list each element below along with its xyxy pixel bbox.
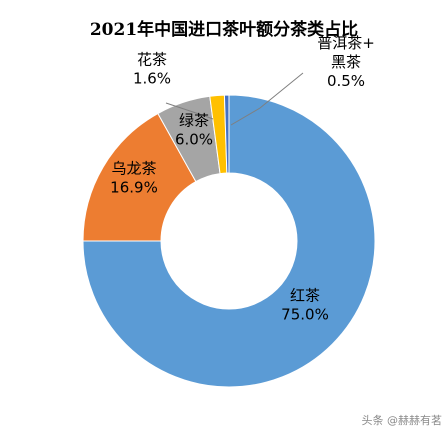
slice-label-普洱茶-黑茶: 普洱茶+黑茶 0.5%: [317, 34, 375, 90]
slice-label-花茶: 花茶 1.6%: [133, 51, 171, 88]
slice-红茶: [82, 94, 376, 388]
chart-title: 2021年中国进口茶叶额分茶类占比: [90, 19, 358, 40]
slice-label-红茶: 红茶 75.0%: [281, 287, 329, 324]
slice-普洱茶-黑茶: [223, 94, 230, 174]
slice-label-乌龙茶: 乌龙茶 16.9%: [110, 160, 158, 197]
slice-label-绿茶: 绿茶 6.0%: [175, 112, 213, 149]
leader-line-花茶: [165, 102, 214, 120]
slice-乌龙茶: [82, 112, 197, 242]
watermark: 头条 @赫赫有茗: [362, 413, 443, 427]
donut-slices: [82, 94, 376, 388]
leader-line-普洱茶-黑茶: [230, 72, 304, 126]
leader-lines: [165, 72, 304, 126]
slice-labels: 红茶 75.0% 乌龙茶 16.9% 绿茶 6.0%花茶 1.6% 普洱茶+黑茶 0.5%: [110, 34, 375, 324]
